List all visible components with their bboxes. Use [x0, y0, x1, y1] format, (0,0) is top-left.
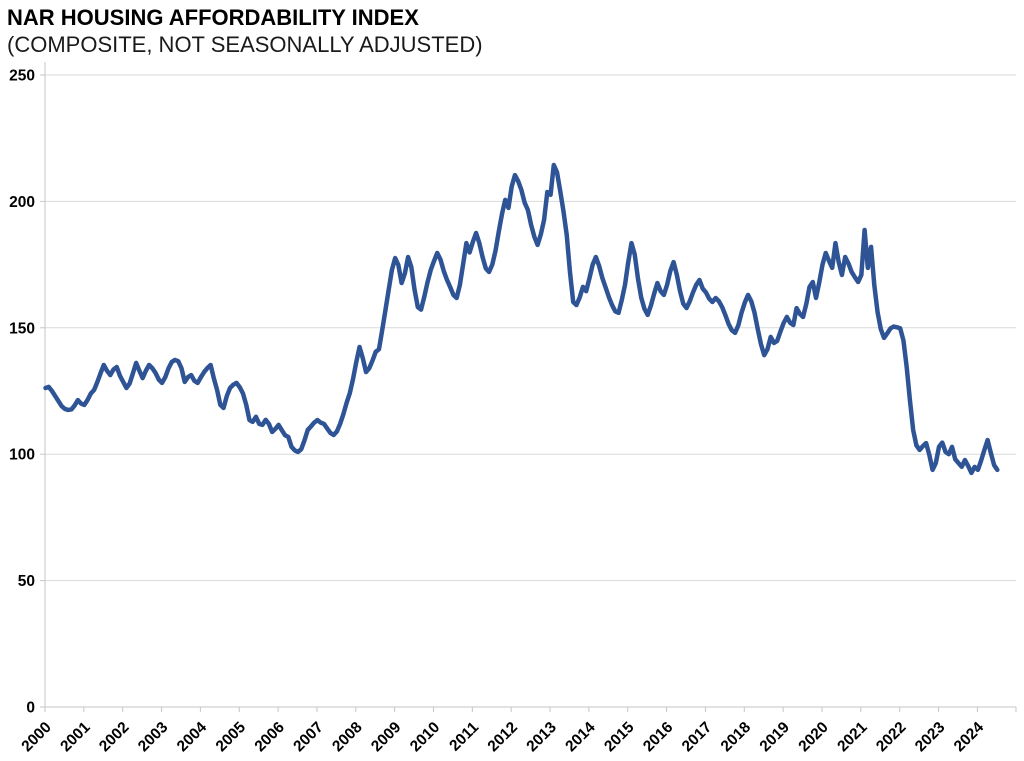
x-axis-label-2015: 2015 — [601, 719, 638, 756]
y-axis-label-0: 0 — [26, 700, 35, 717]
x-axis-label-2014: 2014 — [562, 719, 599, 756]
x-axis-label-2012: 2012 — [485, 719, 521, 755]
y-axis-label-250: 250 — [9, 68, 35, 85]
y-axis-label-100: 100 — [9, 447, 35, 464]
chart-title: NAR HOUSING AFFORDABILITY INDEX — [7, 5, 419, 30]
x-axis-label-2023: 2023 — [912, 719, 949, 756]
x-axis-label-2006: 2006 — [252, 719, 289, 756]
x-axis-label-2003: 2003 — [135, 719, 172, 756]
chart-header: NAR HOUSING AFFORDABILITY INDEX (COMPOSI… — [7, 4, 483, 58]
x-axis-label-2013: 2013 — [523, 719, 560, 756]
x-axis-label-2024: 2024 — [951, 719, 988, 756]
chart-subtitle: (COMPOSITE, NOT SEASONALLY ADJUSTED) — [7, 32, 483, 57]
y-axis-label-200: 200 — [9, 194, 35, 211]
x-axis-label-2022: 2022 — [873, 719, 909, 755]
x-axis-label-2002: 2002 — [96, 719, 132, 755]
x-axis-label-2010: 2010 — [407, 719, 443, 755]
x-axis-label-2016: 2016 — [640, 719, 677, 756]
x-axis-label-2018: 2018 — [718, 719, 755, 756]
x-axis-label-2004: 2004 — [174, 719, 211, 756]
x-axis-label-2009: 2009 — [368, 719, 405, 756]
x-axis-label-2021: 2021 — [834, 719, 871, 756]
y-axis-label-50: 50 — [18, 573, 35, 590]
x-axis-label-2011: 2011 — [446, 719, 482, 755]
x-axis-label-2007: 2007 — [290, 719, 326, 755]
y-axis-label-150: 150 — [9, 320, 35, 337]
x-axis-label-2017: 2017 — [679, 719, 715, 755]
x-axis-label-2020: 2020 — [795, 719, 831, 755]
x-axis-label-2005: 2005 — [213, 719, 250, 756]
x-axis-label-2008: 2008 — [329, 719, 366, 756]
affordability-index-line — [43, 162, 1000, 476]
x-axis-label-2019: 2019 — [757, 719, 794, 756]
x-axis-label-2001: 2001 — [57, 719, 94, 756]
x-axis-label-2000: 2000 — [18, 719, 54, 755]
